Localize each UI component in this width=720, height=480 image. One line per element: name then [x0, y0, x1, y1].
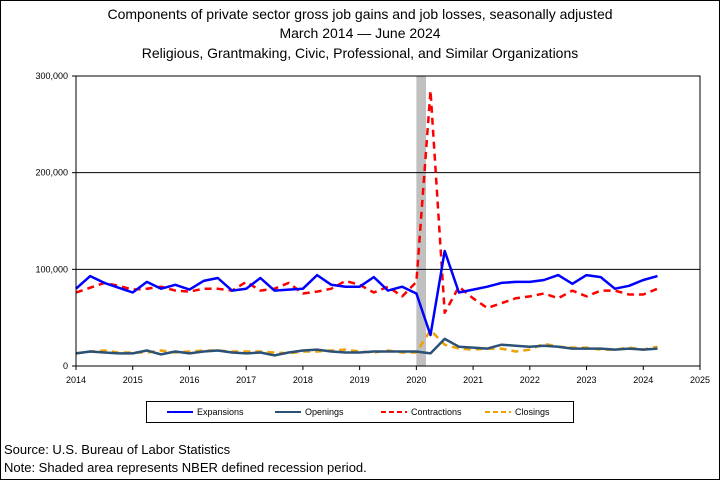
- recession-note: Note: Shaded area represents NBER define…: [4, 460, 367, 475]
- chart-date-range: March 2014 — June 2024: [279, 25, 441, 41]
- series-line-openings: [75, 337, 658, 357]
- chart-industry: Religious, Grantmaking, Civic, Professio…: [141, 45, 579, 61]
- x-tick-label: 2025: [690, 375, 710, 385]
- plot-border: [75, 75, 701, 367]
- x-tick-label: 2016: [179, 375, 199, 385]
- source-note: Source: U.S. Bureau of Labor Statistics: [4, 442, 231, 457]
- x-tick-label: 2018: [293, 375, 313, 385]
- x-tick-label: 2015: [123, 375, 143, 385]
- x-tick-label: 2023: [577, 375, 597, 385]
- plot-background: [76, 76, 700, 366]
- legend-swatch: [381, 411, 407, 413]
- y-tick-label: 0: [63, 361, 68, 371]
- y-tick-label: 100,000: [35, 264, 68, 274]
- x-tick-label: 2024: [633, 375, 653, 385]
- x-tick-label: 2022: [520, 375, 540, 385]
- chart-title: Components of private sector gross job g…: [107, 6, 613, 22]
- legend-label: Closings: [515, 407, 550, 417]
- y-tick-label: 200,000: [35, 168, 68, 178]
- legend-item-expansions: Expansions: [167, 402, 244, 422]
- legend-label: Expansions: [197, 407, 244, 417]
- series-line-contractions: [75, 89, 658, 315]
- legend-item-contractions: Contractions: [381, 402, 462, 422]
- x-tick-label: 2019: [350, 375, 370, 385]
- legend-item-openings: Openings: [275, 402, 344, 422]
- x-tick-label: 2020: [406, 375, 426, 385]
- y-tick-label: 300,000: [35, 71, 68, 81]
- legend-swatch: [485, 411, 511, 413]
- chart-legend: Expansions Openings Contractions Closings: [146, 401, 574, 423]
- legend-swatch: [275, 411, 301, 413]
- legend-swatch: [167, 411, 193, 413]
- line-chart: 0 100,000 200,000 300,000 2014 2015 2016 2017 20…: [35, 71, 710, 385]
- series-line-expansions: [75, 249, 658, 337]
- x-tick-label: 2017: [236, 375, 256, 385]
- x-tick-label: 2021: [463, 375, 483, 385]
- legend-label: Contractions: [411, 407, 462, 417]
- legend-item-closings: Closings: [485, 402, 550, 422]
- legend-label: Openings: [305, 407, 344, 417]
- x-tick-label: 2014: [66, 375, 86, 385]
- recession-shading: [416, 76, 427, 366]
